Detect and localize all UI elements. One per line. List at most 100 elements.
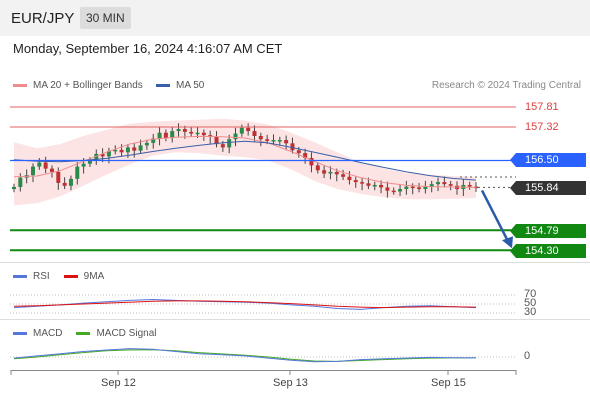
candle-body <box>360 182 365 184</box>
candle-body <box>43 162 48 169</box>
legend-macd-signal-label: MACD Signal <box>96 328 157 339</box>
candle-body <box>404 186 409 190</box>
candle-body <box>347 176 352 181</box>
last-price-tag: 155.84 <box>510 181 586 195</box>
candle-body <box>309 158 314 166</box>
candle-body <box>119 149 124 153</box>
candle-body <box>18 177 23 187</box>
resistance-2-label: 157.81 <box>525 101 559 113</box>
timestamp: Monday, September 16, 2024 4:16:07 AM CE… <box>13 41 283 56</box>
candle-body <box>176 129 181 132</box>
legend-ma50-label: MA 50 <box>176 80 205 91</box>
legend-macd: MACD MACD Signal <box>13 328 156 339</box>
forecast-arrow <box>480 189 509 240</box>
pivot-tag: 156.50 <box>510 153 586 167</box>
candle-body <box>410 186 415 189</box>
candle-body <box>442 182 447 185</box>
legend-macd-label: MACD <box>33 328 63 339</box>
candle-body <box>429 184 434 187</box>
ma20-line <box>13 135 477 188</box>
candle-body <box>328 171 333 174</box>
candle-body <box>125 147 130 153</box>
legend-rsi: RSI 9MA <box>13 271 104 282</box>
candle-body <box>56 171 61 183</box>
candle-body <box>398 189 403 192</box>
credit-text: Research © 2024 Trading Central <box>431 80 581 91</box>
ma50-line <box>13 140 477 181</box>
candle-body <box>265 139 270 141</box>
macd-signal-swatch <box>76 332 91 335</box>
candle-body <box>157 132 162 139</box>
candle-body <box>353 180 358 183</box>
candle-body <box>138 145 143 151</box>
candle-body <box>94 153 99 161</box>
candle-body <box>49 168 54 172</box>
candle-body <box>220 144 225 148</box>
candle-body <box>37 162 42 167</box>
candle-body <box>258 135 263 140</box>
support-1-tag: 154.79 <box>510 224 586 238</box>
candle-body <box>423 186 428 190</box>
candle-body <box>296 150 301 154</box>
rsi-9ma-line <box>13 300 477 309</box>
candle-body <box>100 153 105 157</box>
candle-body <box>144 142 149 146</box>
candle-body <box>391 190 396 193</box>
macd-line <box>13 348 477 363</box>
rsi-50-label: 50 <box>524 297 537 309</box>
resistance-1-label: 157.32 <box>525 121 559 133</box>
candle-body <box>75 166 80 179</box>
macd-zero-label: 0 <box>524 350 531 362</box>
candle-body <box>379 184 384 188</box>
candle-body <box>366 183 371 186</box>
candle-body <box>81 163 86 167</box>
rsi-ma-swatch <box>63 275 78 278</box>
candle-body <box>113 149 118 152</box>
candle-body <box>271 140 276 142</box>
candle-body <box>334 171 339 175</box>
macd-signal-line <box>13 349 476 362</box>
candle-body <box>62 182 67 186</box>
x-tick-label: Sep 13 <box>273 377 308 389</box>
candle-body <box>436 182 441 185</box>
candle-body <box>12 186 16 190</box>
chart-header: EUR/JPY 30 MIN <box>0 0 590 36</box>
candle-body <box>87 160 92 164</box>
candle-body <box>341 174 346 177</box>
rsi-swatch <box>13 275 27 278</box>
legend-bollinger-label: MA 20 + Bollinger Bands <box>33 80 143 91</box>
legend-bollinger: MA 20 + Bollinger Bands <box>13 80 143 91</box>
candle-body <box>417 187 422 190</box>
candle-body <box>195 132 200 135</box>
ma50-swatch <box>156 84 170 87</box>
candle-body <box>132 147 137 151</box>
candle-body <box>448 184 453 186</box>
macd-swatch <box>13 332 27 335</box>
candle-body <box>227 139 232 148</box>
candle-body <box>303 153 308 159</box>
candle-body <box>214 136 219 145</box>
candle-body <box>277 140 282 142</box>
candle-body <box>372 184 377 187</box>
candle-body <box>106 151 111 157</box>
candle-body <box>284 140 289 144</box>
candle-body <box>30 166 35 176</box>
candle-body <box>233 133 238 140</box>
candle-body <box>201 132 206 136</box>
candle-body <box>467 184 472 187</box>
candle-body <box>151 138 156 143</box>
timeframe-button[interactable]: 30 MIN <box>80 7 131 29</box>
candle-body <box>189 131 194 134</box>
candle-body <box>208 135 213 137</box>
candle-body <box>252 131 257 136</box>
candle-body <box>322 170 327 174</box>
candle-body <box>170 131 175 139</box>
legend-rsi-label: RSI <box>33 271 50 282</box>
x-tick-label: Sep 12 <box>101 377 136 389</box>
instrument-title: EUR/JPY <box>11 10 75 27</box>
candle-body <box>315 165 320 171</box>
legend-rsi-ma-label: 9MA <box>83 271 105 282</box>
candle-body <box>246 127 251 132</box>
bollinger-swatch <box>13 84 27 87</box>
